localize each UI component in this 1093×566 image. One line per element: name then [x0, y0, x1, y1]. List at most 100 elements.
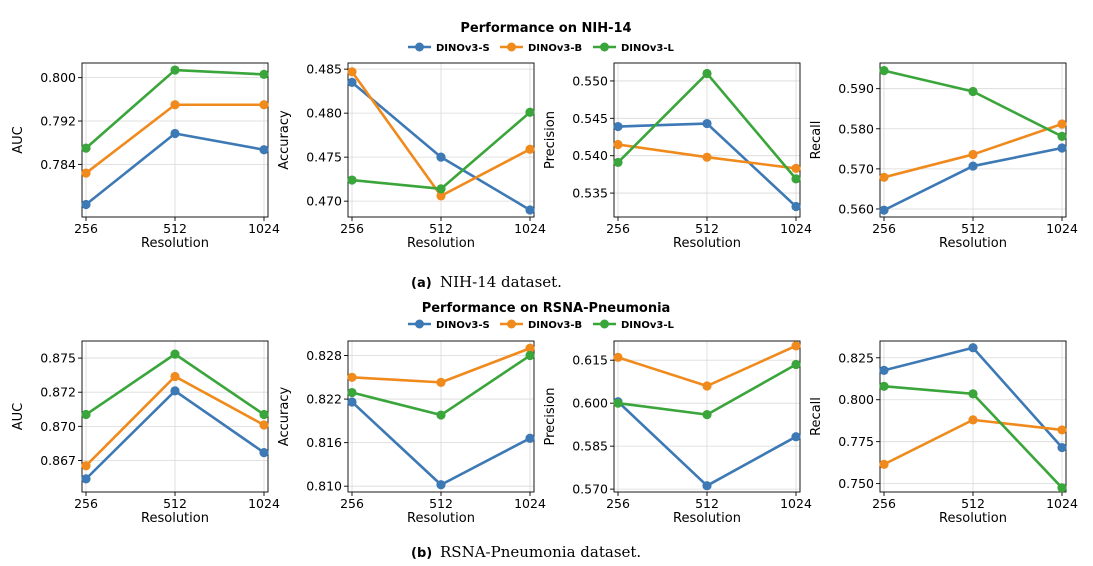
x-tick-label: 512: [429, 496, 453, 511]
x-tick-label: 512: [695, 496, 719, 511]
x-tick-label: 1024: [514, 221, 546, 236]
x-tick-label: 1024: [514, 496, 546, 511]
x-axis-label: Resolution: [939, 511, 1007, 526]
x-tick-label: 256: [872, 496, 896, 511]
data-point-dinov3-s: [170, 128, 180, 139]
y-tick-label: 0.816: [306, 435, 342, 450]
data-point-dinov3-l: [525, 107, 535, 117]
legend-label-dinov3-s: DINOv3-S: [436, 320, 490, 331]
x-tick-label: 256: [340, 221, 364, 236]
y-tick-label: 0.825: [838, 350, 874, 365]
data-point-dinov3-l: [81, 409, 91, 420]
data-point-dinov3-s: [1057, 442, 1067, 453]
data-point-dinov3-l: [702, 410, 712, 420]
y-tick-label: 0.550: [572, 73, 608, 88]
data-point-dinov3-b: [1057, 425, 1067, 435]
y-tick-label: 0.570: [838, 161, 874, 176]
x-axis-label: Resolution: [407, 236, 475, 251]
y-tick-label: 0.590: [838, 81, 874, 96]
x-axis-label: Resolution: [673, 236, 741, 251]
data-point-dinov3-b: [525, 144, 535, 154]
data-point-dinov3-s: [879, 365, 889, 375]
x-tick-label: 512: [163, 496, 187, 511]
x-axis-label: Resolution: [673, 511, 741, 526]
data-point-dinov3-l: [347, 387, 357, 398]
legend-marker-dinov3-s: [415, 319, 424, 329]
data-point-dinov3-b: [81, 461, 91, 471]
x-tick-label: 1024: [248, 496, 280, 511]
data-point-dinov3-s: [1057, 143, 1067, 153]
data-point-dinov3-s: [259, 448, 269, 458]
caption-a-label: (a): [411, 276, 432, 291]
y-tick-label: 0.600: [572, 396, 608, 411]
data-point-dinov3-s: [968, 161, 978, 171]
y-axis-label: Recall: [809, 121, 824, 160]
data-point-dinov3-b: [613, 139, 623, 150]
legend-marker-dinov3-b: [507, 42, 516, 52]
data-point-dinov3-b: [436, 377, 446, 387]
legend-marker-dinov3-l: [600, 319, 609, 329]
data-point-dinov3-s: [436, 152, 446, 162]
caption-a: (a) NIH-14 dataset.: [411, 273, 562, 291]
y-tick-label: 0.535: [572, 186, 608, 201]
x-tick-label: 256: [74, 221, 98, 236]
data-point-dinov3-l: [702, 68, 712, 79]
x-tick-label: 1024: [780, 496, 812, 511]
data-point-dinov3-l: [347, 175, 357, 185]
legend-marker-dinov3-b: [507, 319, 516, 329]
x-tick-label: 512: [961, 496, 985, 511]
y-axis-label: Precision: [543, 111, 558, 169]
y-axis-label: Accuracy: [277, 110, 292, 170]
data-point-dinov3-s: [525, 433, 535, 443]
data-point-dinov3-b: [879, 459, 889, 469]
panel-rsna-auc: 0.867 0.870 0.872 0.875 256 512 1024 Resolution…: [11, 340, 280, 526]
panel-rsna-recall: 0.750 0.775 0.800 0.825 256 512 1024 Resolution…: [809, 340, 1078, 526]
data-point-dinov3-b: [1057, 119, 1067, 129]
data-point-dinov3-s: [347, 77, 357, 87]
y-tick-label: 0.750: [838, 476, 874, 491]
data-point-dinov3-s: [347, 397, 357, 407]
data-point-dinov3-l: [1057, 131, 1067, 141]
x-tick-label: 1024: [780, 221, 812, 236]
data-point-dinov3-l: [436, 184, 446, 194]
data-point-dinov3-l: [259, 409, 269, 420]
data-point-dinov3-b: [791, 341, 801, 351]
data-point-dinov3-b: [968, 415, 978, 425]
data-point-dinov3-b: [702, 381, 712, 391]
y-tick-label: 0.615: [572, 353, 608, 368]
caption-a-text: NIH-14 dataset.: [440, 273, 562, 291]
x-tick-label: 256: [74, 496, 98, 511]
x-tick-label: 256: [340, 496, 364, 511]
caption-b-label: (b): [411, 546, 432, 561]
legend-label-dinov3-b: DINOv3-B: [528, 320, 582, 331]
data-point-dinov3-s: [702, 481, 712, 491]
y-axis-label: Recall: [809, 397, 824, 436]
x-tick-label: 256: [872, 221, 896, 236]
y-tick-label: 0.570: [572, 482, 608, 497]
data-point-dinov3-s: [791, 432, 801, 442]
x-tick-label: 256: [606, 221, 630, 236]
y-tick-label: 0.545: [572, 111, 608, 126]
data-point-dinov3-l: [968, 389, 978, 399]
legend-label-dinov3-l: DINOv3-L: [621, 320, 675, 331]
data-point-dinov3-b: [170, 100, 180, 110]
data-point-dinov3-b: [525, 343, 535, 353]
data-point-dinov3-b: [259, 100, 269, 110]
data-point-dinov3-s: [259, 145, 269, 155]
y-tick-label: 0.775: [838, 434, 874, 449]
data-point-dinov3-b: [791, 163, 801, 174]
legend-label-dinov3-s: DINOv3-S: [436, 43, 490, 54]
y-tick-label: 0.870: [40, 419, 76, 434]
data-point-dinov3-b: [347, 372, 357, 382]
data-point-dinov3-b: [170, 371, 180, 382]
panel-nih-precision: 0.535 0.540 0.545 0.550 256 512 1024 Resolution…: [543, 62, 812, 251]
x-tick-label: 512: [429, 221, 453, 236]
x-tick-label: 512: [695, 221, 719, 236]
y-tick-label: 0.585: [572, 439, 608, 454]
x-tick-label: 512: [961, 221, 985, 236]
data-point-dinov3-s: [525, 205, 535, 215]
y-tick-label: 0.485: [306, 62, 342, 77]
caption-b: (b) RSNA-Pneumonia dataset.: [411, 543, 641, 561]
data-point-dinov3-l: [613, 157, 623, 168]
